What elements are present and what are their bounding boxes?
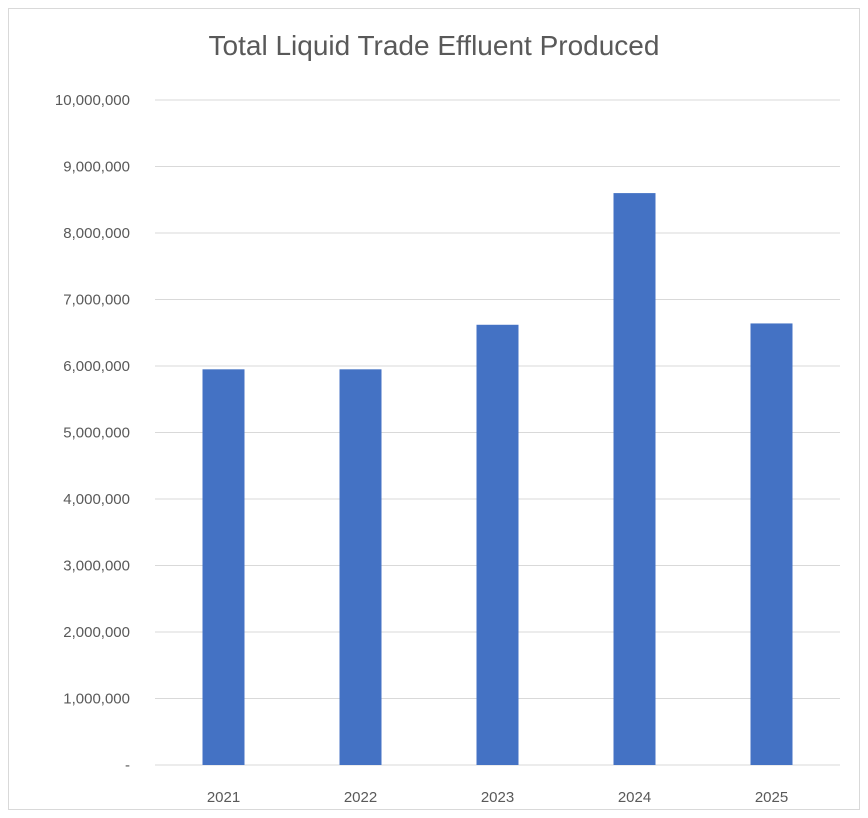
bar-2022: [339, 369, 382, 765]
x-tick-label: 2024: [618, 789, 651, 806]
y-tick-label: 9,000,000: [63, 159, 130, 176]
y-tick-label: 10,000,000: [55, 92, 130, 109]
x-tick-label: 2023: [481, 789, 514, 806]
y-tick-label: 4,000,000: [63, 491, 130, 508]
bar-2024: [613, 193, 656, 766]
x-tick-label: 2022: [344, 789, 377, 806]
chart-frame: [8, 8, 860, 810]
bar-2025: [750, 323, 793, 765]
y-tick-label: 6,000,000: [63, 358, 130, 375]
y-tick-label: 7,000,000: [63, 292, 130, 309]
y-tick-label: -: [125, 757, 130, 774]
y-tick-label: 3,000,000: [63, 558, 130, 575]
bar-2023: [476, 324, 519, 765]
x-tick-label: 2021: [207, 789, 240, 806]
y-tick-label: 2,000,000: [63, 624, 130, 641]
bars: [202, 193, 793, 766]
y-tick-label: 1,000,000: [63, 691, 130, 708]
chart-title: Total Liquid Trade Effluent Produced: [208, 30, 660, 61]
x-axis-tick-labels: 2021 2022 2023 2024 2025: [207, 789, 788, 806]
x-tick-label: 2025: [755, 789, 788, 806]
y-tick-label: 8,000,000: [63, 225, 130, 242]
y-axis-tick-labels: - 1,000,000 2,000,000 3,000,000 4,000,000 5,0…: [55, 92, 130, 774]
bar-2021: [202, 369, 245, 765]
y-tick-label: 5,000,000: [63, 425, 130, 442]
